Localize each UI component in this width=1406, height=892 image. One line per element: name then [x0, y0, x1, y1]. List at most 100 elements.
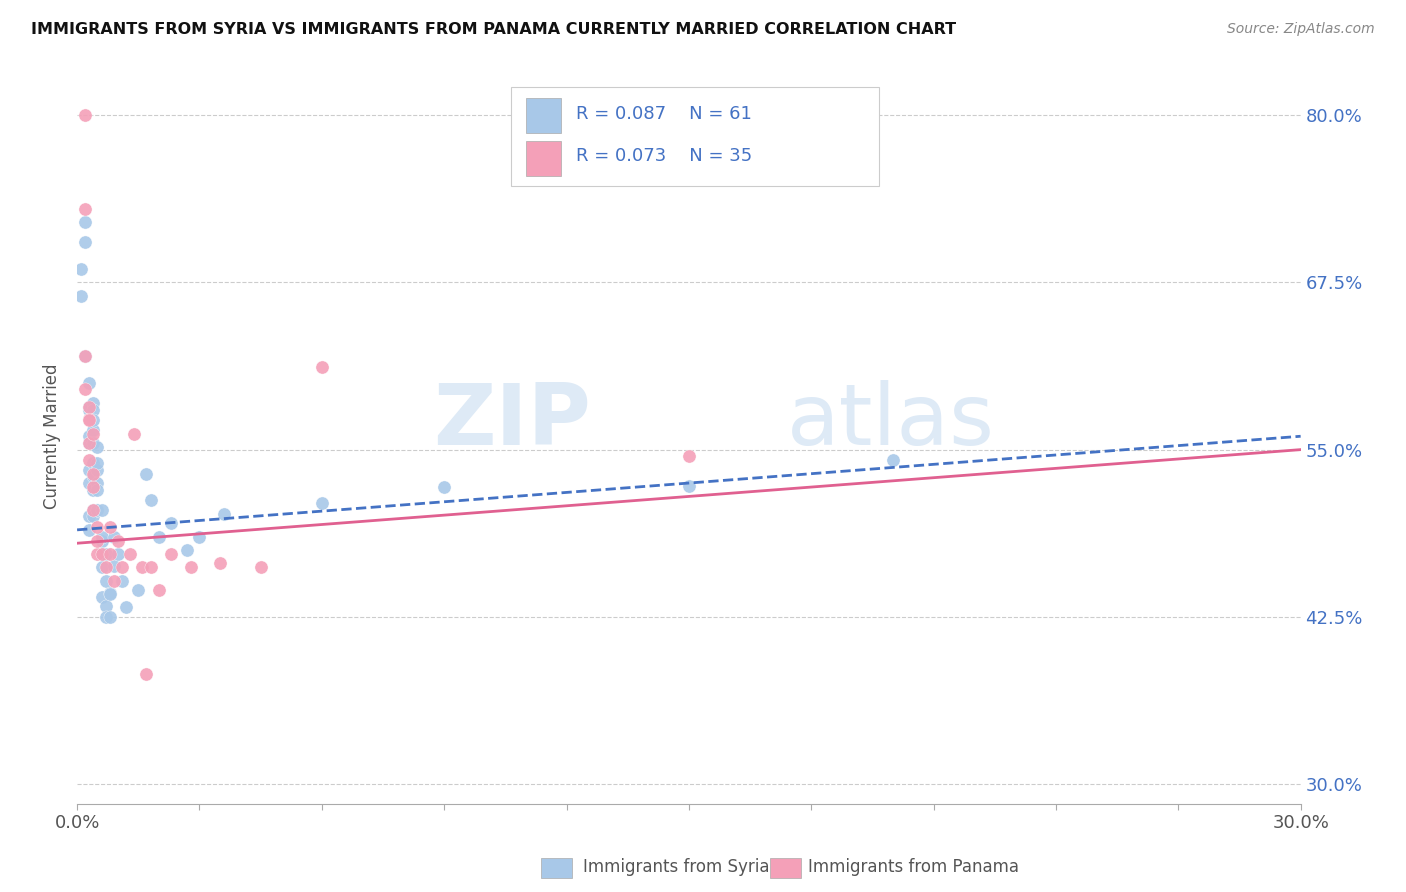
Text: Source: ZipAtlas.com: Source: ZipAtlas.com: [1227, 22, 1375, 37]
Point: [139, 560, 162, 574]
Point: [86, 476, 108, 491]
Point: [70, 262, 93, 277]
Point: [90, 560, 112, 574]
Point: [98, 609, 121, 624]
Point: [79, 400, 101, 414]
Point: [86, 520, 108, 534]
Point: [86, 483, 108, 497]
Point: [160, 547, 183, 561]
Point: [82, 467, 104, 481]
Point: [94, 547, 117, 561]
Point: [90, 547, 112, 561]
Point: [79, 453, 101, 467]
Point: [79, 463, 101, 477]
Point: [75, 349, 97, 363]
Point: [90, 590, 112, 604]
Point: [115, 600, 138, 615]
Point: [79, 436, 101, 450]
FancyBboxPatch shape: [526, 141, 561, 176]
Text: R = 0.087    N = 61: R = 0.087 N = 61: [575, 105, 752, 123]
FancyBboxPatch shape: [526, 98, 561, 133]
Point: [86, 503, 108, 517]
Text: atlas: atlas: [787, 380, 995, 463]
Point: [94, 560, 117, 574]
Point: [311, 359, 333, 374]
Point: [86, 547, 108, 561]
Y-axis label: Currently Married: Currently Married: [44, 364, 60, 509]
Point: [433, 480, 456, 494]
Point: [79, 376, 101, 390]
FancyBboxPatch shape: [512, 87, 879, 186]
Text: Immigrants from Panama: Immigrants from Panama: [808, 858, 1019, 876]
Point: [79, 400, 101, 414]
Text: IMMIGRANTS FROM SYRIA VS IMMIGRANTS FROM PANAMA CURRENTLY MARRIED CORRELATION CH: IMMIGRANTS FROM SYRIA VS IMMIGRANTS FROM…: [31, 22, 956, 37]
Point: [82, 436, 104, 450]
Point: [208, 556, 231, 570]
Point: [127, 582, 149, 597]
Point: [139, 493, 162, 508]
Point: [86, 503, 108, 517]
Point: [107, 533, 129, 548]
Point: [98, 587, 121, 601]
Point: [75, 383, 97, 397]
Point: [79, 523, 101, 537]
Text: Immigrants from Syria: Immigrants from Syria: [583, 858, 770, 876]
Text: R = 0.073    N = 35: R = 0.073 N = 35: [575, 147, 752, 166]
Point: [86, 533, 108, 548]
Point: [103, 558, 125, 573]
Point: [148, 582, 170, 597]
Point: [135, 667, 157, 681]
Point: [90, 547, 112, 561]
Point: [103, 574, 125, 588]
Point: [82, 402, 104, 417]
Point: [75, 235, 97, 250]
Point: [94, 599, 117, 613]
Point: [79, 509, 101, 524]
Point: [82, 456, 104, 470]
Point: [188, 530, 211, 544]
Point: [176, 542, 198, 557]
Point: [94, 609, 117, 624]
Point: [249, 560, 271, 574]
Point: [135, 467, 157, 481]
Point: [107, 547, 129, 561]
Point: [678, 479, 700, 493]
Point: [70, 289, 93, 303]
Point: [120, 547, 142, 561]
Point: [311, 496, 333, 510]
Point: [79, 412, 101, 426]
Point: [98, 520, 121, 534]
Point: [82, 396, 104, 410]
Point: [82, 483, 104, 497]
Point: [212, 507, 235, 521]
Point: [86, 463, 108, 477]
Point: [148, 530, 170, 544]
Point: [82, 503, 104, 517]
Point: [111, 560, 134, 574]
Point: [82, 503, 104, 517]
Text: ZIP: ZIP: [433, 380, 591, 463]
Point: [678, 450, 700, 464]
Point: [82, 426, 104, 441]
Point: [98, 547, 121, 561]
Point: [79, 413, 101, 427]
Point: [79, 429, 101, 443]
Point: [94, 574, 117, 588]
Point: [103, 530, 125, 544]
Point: [86, 456, 108, 470]
Point: [82, 413, 104, 427]
Point: [79, 436, 101, 450]
Point: [111, 574, 134, 588]
Point: [82, 469, 104, 483]
Point: [180, 560, 202, 574]
Point: [82, 509, 104, 524]
Point: [79, 402, 101, 417]
Point: [882, 453, 904, 467]
Point: [79, 476, 101, 491]
Point: [122, 426, 145, 441]
Point: [90, 503, 112, 517]
Point: [160, 516, 183, 531]
Point: [98, 585, 121, 599]
Point: [90, 530, 112, 544]
Point: [75, 349, 97, 363]
